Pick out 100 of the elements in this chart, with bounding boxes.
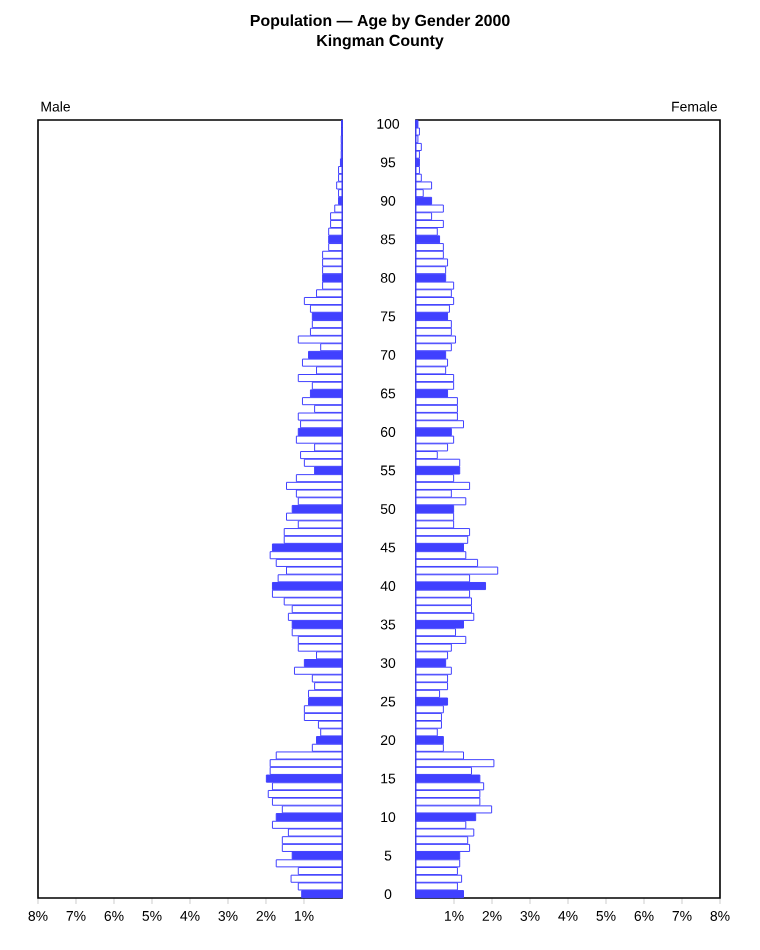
bar [415, 651, 449, 660]
bar [283, 528, 343, 537]
bar [328, 243, 343, 252]
bar [314, 682, 343, 691]
bar [415, 805, 493, 814]
bar [281, 836, 343, 845]
bar [415, 420, 464, 429]
bar [291, 620, 343, 629]
bar [297, 497, 343, 506]
bar [297, 412, 343, 421]
bar [303, 705, 343, 714]
bar [271, 820, 343, 829]
bar [415, 659, 447, 668]
bar [303, 296, 343, 306]
bar [415, 289, 452, 298]
bar [267, 789, 343, 799]
bar [415, 674, 449, 683]
bar [415, 181, 433, 190]
bar [275, 859, 343, 868]
bar [311, 320, 343, 329]
bar [415, 227, 438, 236]
bar [301, 890, 343, 899]
bar [320, 728, 343, 737]
bar [415, 258, 449, 267]
bar [415, 366, 447, 375]
bar [415, 374, 455, 383]
bar [415, 581, 487, 591]
bar [330, 219, 343, 229]
bar [415, 890, 464, 899]
bar [330, 212, 343, 221]
bar [328, 235, 343, 244]
bar [415, 296, 455, 306]
bar [297, 643, 343, 652]
bar [286, 481, 343, 490]
bar [271, 782, 343, 791]
bar [415, 828, 475, 837]
bar [415, 728, 438, 737]
bar [415, 705, 444, 714]
bar [415, 759, 495, 768]
bar [277, 574, 343, 583]
bar [265, 774, 343, 783]
bar [311, 312, 343, 321]
bar [415, 782, 485, 791]
bar [415, 358, 449, 367]
bar [309, 389, 343, 398]
bar [322, 258, 343, 267]
bar [415, 512, 455, 521]
bar [334, 204, 343, 213]
bar [293, 666, 343, 675]
bar [275, 751, 343, 760]
bar [328, 227, 343, 236]
bar [415, 882, 458, 891]
bar [415, 736, 444, 745]
bar [415, 266, 447, 275]
bar [415, 497, 467, 506]
bar [336, 181, 343, 190]
bar [297, 882, 343, 891]
bar [415, 682, 449, 691]
bar [291, 628, 343, 637]
bar [415, 343, 452, 352]
bar [297, 374, 343, 383]
bar [415, 189, 424, 198]
bar [415, 142, 422, 151]
bar [303, 458, 343, 467]
bar [415, 635, 467, 644]
bar [300, 451, 343, 460]
bar [286, 512, 343, 521]
bar [300, 420, 343, 429]
bar [271, 543, 343, 552]
bar [269, 759, 343, 768]
bar [415, 774, 481, 783]
bar [415, 566, 499, 575]
bar [415, 466, 461, 475]
bar [415, 697, 449, 706]
bar [415, 859, 461, 868]
bar [322, 266, 343, 275]
bar [308, 697, 343, 706]
bar [415, 528, 471, 537]
bar [290, 874, 343, 883]
bar [415, 720, 442, 729]
bar [295, 435, 343, 444]
bar [322, 281, 343, 290]
bar [415, 243, 444, 252]
bar [415, 381, 455, 390]
bar [271, 581, 343, 591]
bar [415, 597, 472, 606]
bar [415, 235, 441, 244]
bar [415, 843, 471, 852]
bar [297, 335, 343, 344]
bar [322, 250, 343, 259]
bar [415, 836, 469, 845]
bar [415, 443, 449, 452]
bar [303, 712, 343, 722]
bar [269, 551, 343, 560]
bar [415, 866, 458, 876]
bar [415, 204, 444, 213]
bar [415, 320, 452, 329]
bar [415, 543, 464, 552]
bar [415, 412, 458, 421]
bar [291, 605, 343, 614]
